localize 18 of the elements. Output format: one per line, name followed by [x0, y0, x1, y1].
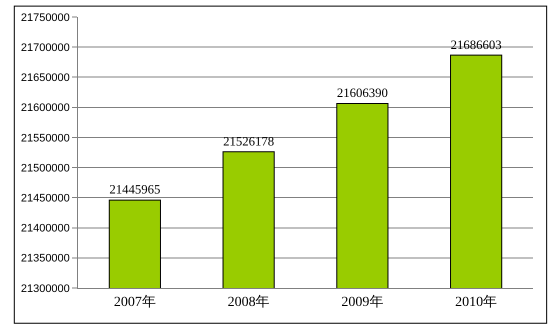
y-tick-label: 21450000 — [20, 192, 70, 205]
y-tick-label: 21500000 — [20, 162, 70, 174]
data-label: 21526178 — [223, 134, 274, 148]
y-tick-label: 21650000 — [20, 72, 70, 84]
y-tick-label: 21400000 — [20, 222, 70, 235]
x-tick-label: 2009年 — [341, 294, 384, 310]
data-label: 21606390 — [336, 86, 388, 100]
x-tick-label: 2010年 — [455, 294, 498, 310]
y-tick-label: 21750000 — [20, 12, 70, 24]
y-tick-label: 21350000 — [20, 252, 70, 265]
y-tick-label: 21600000 — [20, 102, 70, 114]
x-tick-label: 2007年 — [114, 294, 156, 310]
y-tick-label: 21300000 — [20, 282, 70, 295]
data-label: 21686603 — [450, 38, 502, 52]
y-tick-label: 21550000 — [20, 132, 70, 144]
y-tick-label: 21700000 — [20, 42, 70, 54]
x-tick-label: 2008年 — [228, 294, 270, 310]
data-label: 21445965 — [109, 182, 160, 197]
